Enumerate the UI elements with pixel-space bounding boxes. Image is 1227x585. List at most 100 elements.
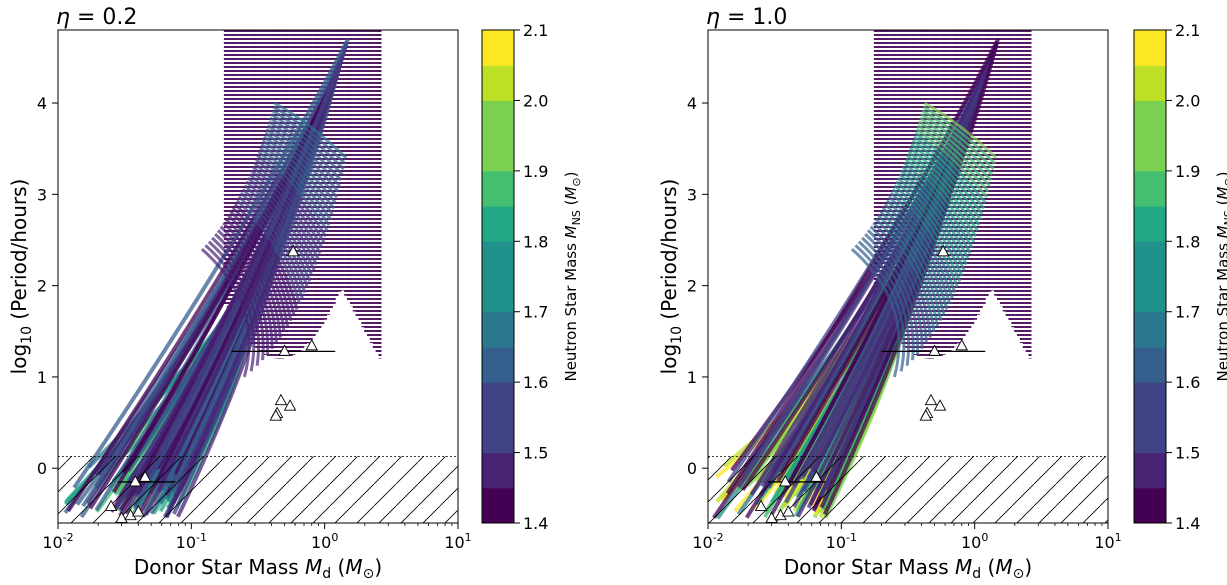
colorbar-tick-label: 1.8 — [523, 232, 548, 251]
track-band — [872, 221, 932, 338]
x-tick-label: 10-1 — [176, 531, 207, 552]
track-band — [219, 225, 278, 344]
track-band — [216, 229, 274, 349]
track-band — [248, 173, 318, 266]
colorbar-segment — [482, 170, 514, 207]
colorbar-segment — [482, 65, 514, 101]
track-band — [891, 188, 959, 288]
x-tick-label: 101 — [444, 531, 471, 552]
y-ticks-2: 0 1 2 3 4 — [687, 94, 708, 478]
forbidden-region-1 — [58, 456, 458, 523]
observed-point — [115, 511, 128, 523]
colorbar-segment — [1134, 311, 1166, 348]
track-band — [271, 109, 345, 171]
track-band — [259, 146, 331, 227]
track-band — [214, 233, 270, 355]
track-band — [921, 109, 995, 171]
plot-area-1 — [58, 30, 458, 523]
axes-frame-1 — [57, 29, 459, 524]
observed-point — [129, 474, 142, 487]
panel-title-2: η = 1.0 — [706, 5, 787, 30]
colorbar-label-2: Neutron Star Mass MNS (M⊙) — [1214, 171, 1227, 381]
track-band — [224, 218, 286, 333]
track-band — [877, 214, 940, 327]
colorbar-tick-label: 1.9 — [523, 162, 548, 181]
track-band — [861, 236, 915, 361]
track-band — [270, 112, 344, 176]
track-band — [913, 135, 986, 210]
track-band — [256, 154, 328, 238]
colorbar-tick-label: 1.6 — [1175, 373, 1200, 392]
track-band — [893, 184, 962, 282]
colorbar-segment — [1134, 241, 1166, 277]
colorbar-tick-label: 1.7 — [523, 303, 548, 322]
colorbar-segment — [482, 30, 514, 66]
track-band — [237, 195, 304, 299]
colorbar-segment — [1134, 346, 1166, 383]
colorbar-1: 1.4 1.5 1.6 1.7 1.8 1.9 2.0 2.1 Neutron Star Mas… — [481, 21, 583, 533]
colorbar-segment — [1134, 100, 1166, 137]
track-band — [265, 128, 339, 199]
observed-point — [754, 499, 768, 512]
track-band — [887, 195, 954, 299]
track-band — [869, 225, 928, 344]
colorbar-tick-label: 1.5 — [1175, 444, 1200, 463]
observed-point — [765, 511, 778, 523]
x-tick-label: 10-2 — [42, 531, 73, 552]
track-band — [857, 240, 911, 366]
colorbar-segment — [1134, 170, 1166, 207]
track — [725, 38, 1000, 495]
track-band — [211, 236, 265, 361]
evolution-tracks-2 — [712, 30, 1032, 520]
track-band — [241, 188, 309, 288]
track-band — [883, 203, 949, 310]
observed-point — [132, 505, 145, 517]
colorbar-segment — [1134, 65, 1166, 101]
track-band — [272, 105, 346, 165]
colorbar-tick-label: 1.4 — [523, 514, 548, 533]
colorbar-segment — [482, 206, 514, 242]
observed-systems-2 — [754, 244, 986, 523]
colorbar-segment — [1134, 276, 1166, 313]
colorbar-segment — [482, 100, 514, 137]
track-band — [239, 191, 307, 294]
track-band — [914, 131, 987, 204]
colorbar-tick-label: 1.4 — [1175, 514, 1200, 533]
colorbar-tick-label: 1.6 — [523, 373, 548, 392]
track-band — [879, 210, 943, 322]
track-band — [911, 139, 984, 215]
track — [819, 40, 1000, 509]
track-band — [919, 116, 993, 182]
observed-point — [955, 338, 969, 351]
y-tick-label: 0 — [37, 459, 47, 478]
colorbar-segment — [482, 452, 514, 489]
track-band — [915, 128, 989, 199]
observed-point — [928, 344, 941, 356]
colorbar-segment — [1134, 417, 1166, 454]
track-band — [850, 247, 901, 378]
track-band — [253, 161, 324, 249]
track-band — [263, 135, 336, 210]
track-band — [257, 150, 329, 232]
y-tick-label: 3 — [37, 185, 47, 204]
colorbar-segment — [1134, 30, 1166, 66]
track-band — [261, 139, 334, 215]
track-band — [243, 184, 312, 282]
track-band — [910, 143, 983, 221]
colorbar-tick-label: 2.0 — [523, 91, 548, 110]
y-tick-label: 4 — [37, 94, 47, 113]
track-band — [923, 101, 998, 159]
x-tick-label: 100 — [961, 531, 988, 552]
colorbar-segment — [482, 487, 514, 524]
axes-frame-2 — [707, 29, 1109, 524]
track-band — [251, 165, 322, 255]
track-band — [918, 120, 991, 187]
track-band — [231, 206, 296, 316]
track-band — [866, 229, 924, 349]
colorbar-frame — [1133, 29, 1167, 524]
track-band — [904, 158, 976, 243]
x-tick-label: 100 — [311, 531, 338, 552]
track-band — [903, 161, 974, 249]
y-tick-label: 2 — [687, 277, 697, 296]
